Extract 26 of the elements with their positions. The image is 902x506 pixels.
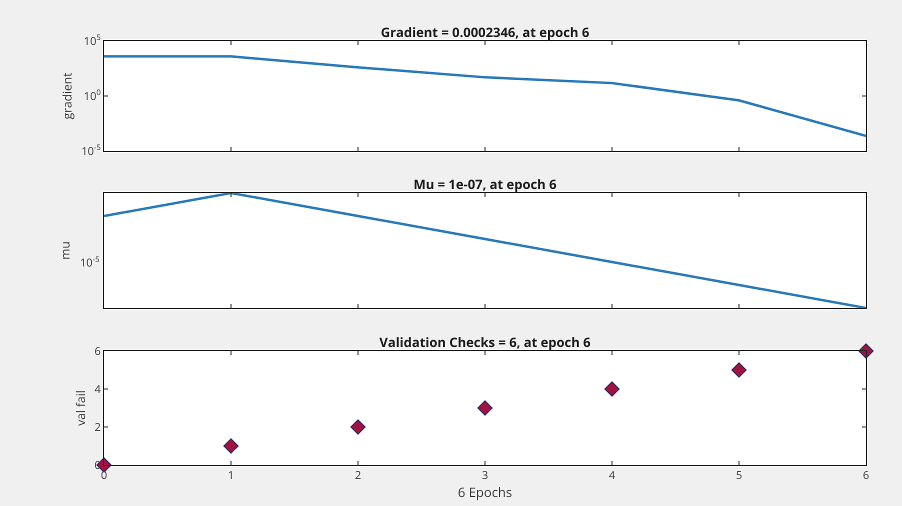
point bbox=[350, 419, 366, 435]
chart-title: Mu = 1e-07, at epoch 6 bbox=[413, 175, 558, 193]
y-axis-title: mu bbox=[56, 241, 74, 260]
y-tick-label: 4 bbox=[94, 382, 102, 397]
x-tick-label: 3 bbox=[482, 468, 488, 484]
point bbox=[604, 381, 620, 397]
x-tick-label: 4 bbox=[608, 468, 616, 484]
point bbox=[477, 400, 493, 416]
y-tick-label: 6 bbox=[94, 344, 101, 359]
y-tick-label: 0 bbox=[94, 458, 101, 473]
y-tick-label: 2 bbox=[94, 420, 101, 435]
x-tick-label: 5 bbox=[736, 468, 742, 484]
y-tick-label: 10$^{0}$ bbox=[84, 88, 101, 104]
point bbox=[731, 362, 747, 378]
y-tick-label: 10$^{5}$ bbox=[84, 33, 101, 49]
y-axis-title: val fail bbox=[72, 390, 89, 426]
y-axis-title: gradient bbox=[58, 72, 76, 120]
x-tick-label: 2 bbox=[354, 468, 362, 484]
chart-title: Gradient = 0.0002346, at epoch 6 bbox=[380, 23, 590, 41]
line-series bbox=[104, 55, 866, 138]
x-tick-label: 1 bbox=[228, 468, 234, 484]
x-axis-title: 6 Epochs bbox=[458, 483, 512, 502]
chart-title: Validation Checks = 6, at epoch 6 bbox=[379, 333, 592, 351]
x-tick-label: 6 bbox=[862, 468, 870, 484]
point bbox=[223, 438, 239, 454]
y-tick-label: 10$^{-5}$ bbox=[81, 143, 101, 159]
